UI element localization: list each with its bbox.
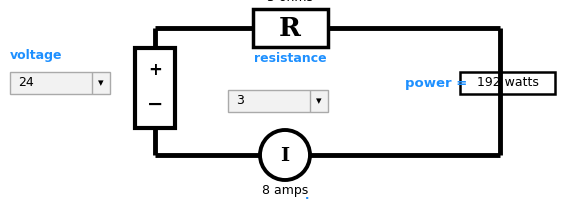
Text: 24: 24 bbox=[18, 76, 34, 90]
Text: 3 ohms: 3 ohms bbox=[267, 0, 313, 4]
Text: current: current bbox=[259, 196, 311, 199]
Text: ▾: ▾ bbox=[98, 78, 104, 88]
Text: resistance: resistance bbox=[254, 52, 327, 65]
Text: −: − bbox=[147, 95, 163, 113]
Text: R: R bbox=[279, 17, 301, 42]
Text: voltage: voltage bbox=[10, 49, 62, 62]
FancyBboxPatch shape bbox=[228, 90, 328, 112]
Text: ▾: ▾ bbox=[316, 96, 322, 106]
Text: +: + bbox=[148, 61, 162, 79]
FancyBboxPatch shape bbox=[253, 9, 328, 47]
Text: 192 watts: 192 watts bbox=[477, 76, 539, 90]
FancyBboxPatch shape bbox=[135, 48, 175, 128]
Text: 3: 3 bbox=[236, 95, 244, 107]
Text: power =: power = bbox=[405, 76, 467, 90]
Text: I: I bbox=[280, 147, 290, 165]
Ellipse shape bbox=[260, 130, 310, 180]
FancyBboxPatch shape bbox=[460, 72, 555, 94]
Text: 8 amps: 8 amps bbox=[262, 184, 308, 197]
FancyBboxPatch shape bbox=[10, 72, 110, 94]
